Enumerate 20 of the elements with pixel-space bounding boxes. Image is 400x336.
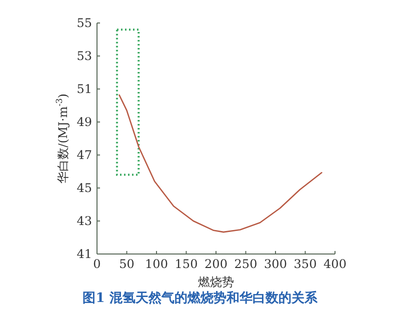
y-tick-label: 53 bbox=[76, 49, 92, 63]
x-tick-label: 0 bbox=[93, 257, 101, 271]
y-tick-label: 41 bbox=[76, 247, 92, 261]
y-tick-label: 51 bbox=[76, 82, 92, 96]
x-tick-label: 250 bbox=[234, 257, 258, 271]
y-tick-label: 45 bbox=[76, 181, 92, 195]
y-tick-label: 47 bbox=[76, 148, 92, 162]
x-tick-label: 50 bbox=[119, 257, 134, 271]
x-tick-label: 150 bbox=[174, 257, 198, 271]
x-tick-label: 200 bbox=[204, 257, 228, 271]
y-tick-label: 43 bbox=[76, 214, 92, 228]
y-tick-label: 49 bbox=[76, 115, 92, 129]
x-tick-label: 300 bbox=[264, 257, 287, 271]
x-tick-label: 400 bbox=[324, 257, 346, 271]
x-tick-label: 100 bbox=[145, 257, 168, 271]
text: 图1 混氢天然气的燃烧势和华白数的关系 bbox=[82, 290, 318, 306]
y-tick-label: 55 bbox=[76, 16, 92, 30]
line-series bbox=[118, 94, 322, 233]
x-axis-title: 燃烧势 bbox=[198, 275, 234, 289]
x-tick-label: 350 bbox=[294, 257, 317, 271]
